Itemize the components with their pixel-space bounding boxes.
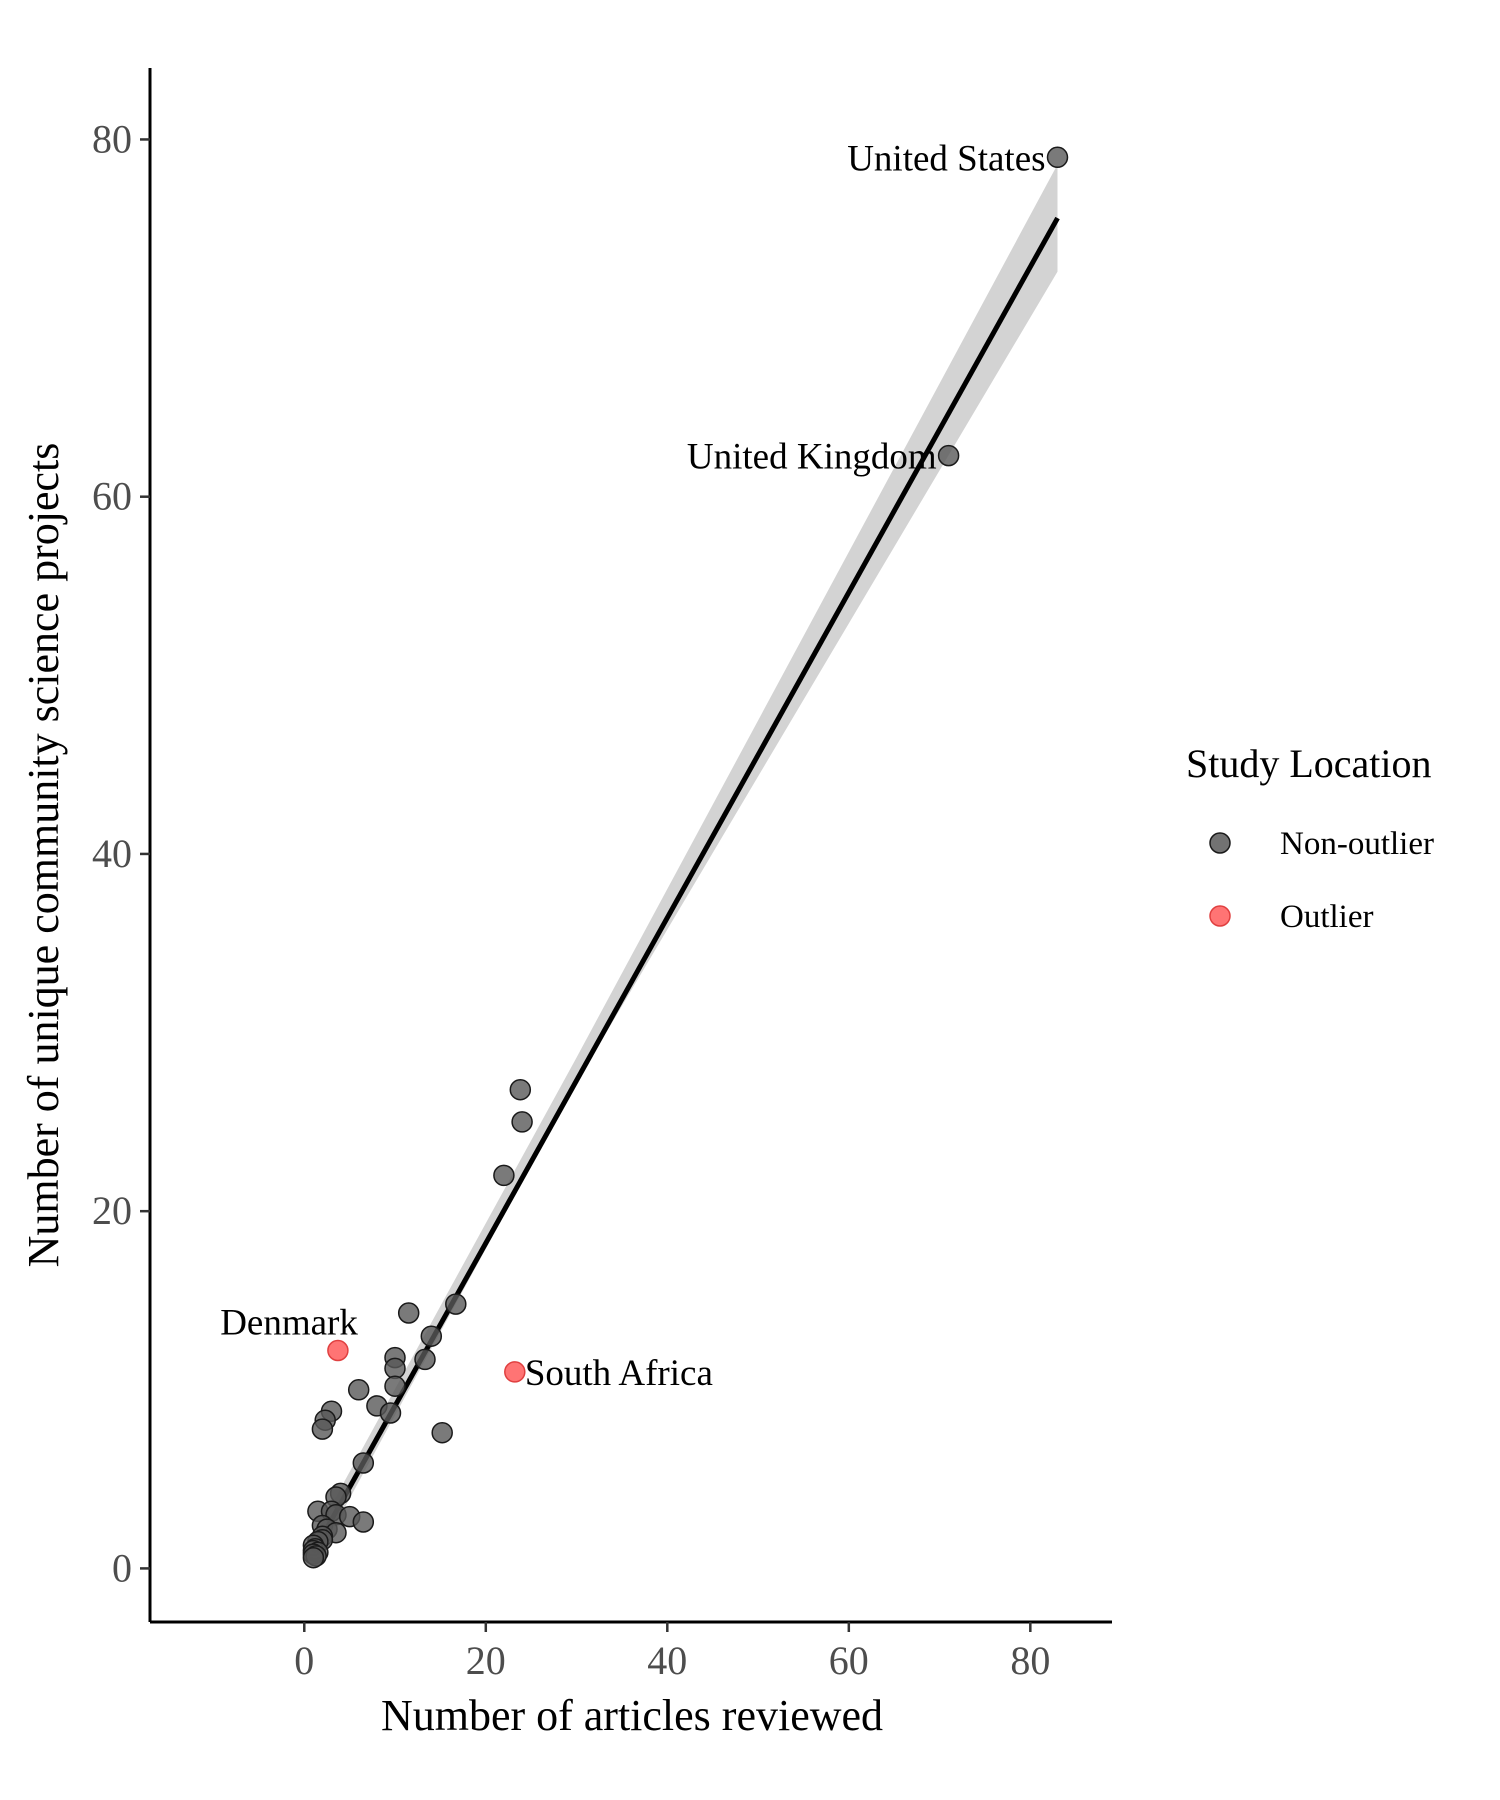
data-point-non-outlier [937,444,960,467]
data-point-outlier [504,1361,526,1383]
x-tick-label: 80 [1010,1638,1050,1683]
data-point-non-outlier [384,1357,406,1380]
data-point-non-outlier [311,1418,334,1440]
data-point-non-outlier [493,1164,515,1187]
data-points-layer [302,146,1069,1569]
x-tick-label: 0 [294,1638,314,1683]
data-point-non-outlier [347,1379,370,1401]
y-tick-label: 40 [92,831,132,876]
axes-layer: 0 20 40 60 80 0 20 40 60 80 [92,68,1112,1683]
annotation-united-states: United States [847,138,1045,179]
data-point-non-outlier [379,1402,402,1424]
y-tick-label: 20 [92,1188,132,1233]
y-tick-label: 80 [92,116,132,161]
data-point-non-outlier [420,1325,443,1347]
data-point-non-outlier [352,1511,375,1533]
data-point-outlier [327,1339,349,1362]
y-tick-label: 60 [92,474,132,519]
data-point-non-outlier [511,1111,533,1133]
data-point-non-outlier [414,1348,436,1371]
x-tick-label: 40 [647,1638,687,1683]
y-axis-title: Number of unique community science proje… [19,443,68,1268]
data-point-non-outlier [431,1421,453,1444]
legend-label-non-outlier: Non-outlier [1280,826,1434,862]
data-point-non-outlier [509,1078,532,1101]
x-tick-label: 60 [829,1638,869,1683]
x-axis-title: Number of articles reviewed [381,1691,883,1740]
y-tick-label: 0 [112,1545,132,1590]
legend-swatch-outlier [1209,905,1231,927]
annotations-layer: United States United Kingdom Denmark South … [220,138,1045,1394]
legend-title: Study Location [1186,741,1432,786]
legend: Study Location Non-outlier Outlier [1186,741,1434,935]
annotation-south-africa: South Africa [525,1353,713,1394]
legend-label-outlier: Outlier [1280,899,1373,935]
data-point-non-outlier [302,1546,325,1569]
data-point-non-outlier [445,1293,467,1315]
data-point-non-outlier [352,1452,375,1474]
data-point-non-outlier [397,1302,420,1324]
x-tick-label: 20 [466,1638,506,1683]
legend-swatch-non-outlier [1209,832,1231,854]
data-point-non-outlier [1046,146,1069,169]
annotation-denmark: Denmark [220,1302,358,1343]
data-point-non-outlier [384,1375,406,1397]
annotation-united-kingdom: United Kingdom [687,437,937,478]
